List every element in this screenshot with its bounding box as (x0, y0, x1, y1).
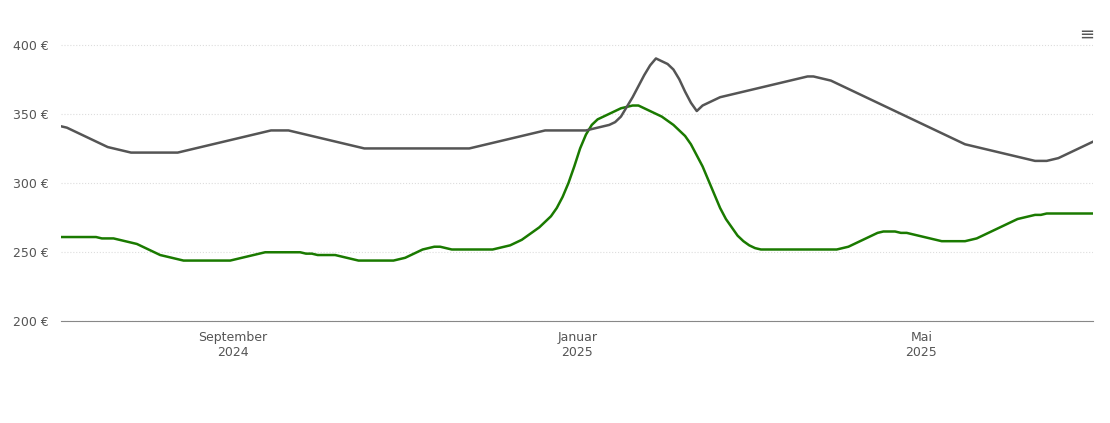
Text: ≡: ≡ (1079, 25, 1094, 44)
Legend: lose Ware, Sackware: lose Ware, Sackware (472, 420, 683, 423)
